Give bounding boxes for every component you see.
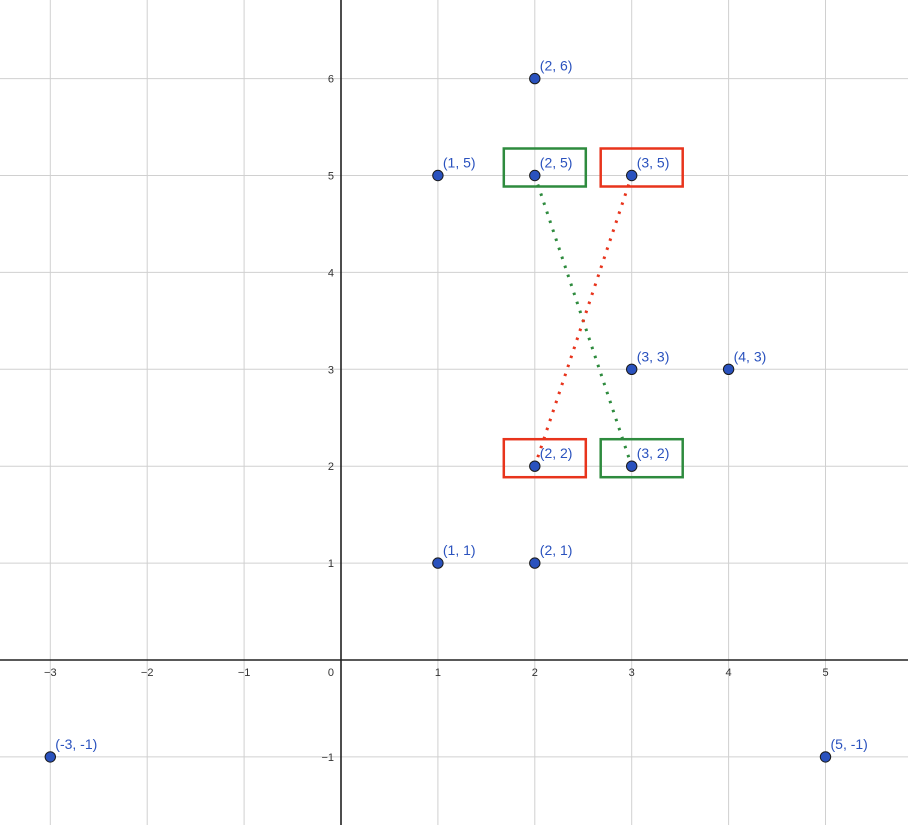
x-tick-label: −2: [141, 667, 154, 679]
data-point: [819, 751, 832, 763]
point-label: (1, 5): [443, 155, 476, 171]
point-label: (5, -1): [831, 736, 868, 752]
x-tick-label: 3: [629, 667, 635, 679]
origin-label: 0: [328, 667, 334, 679]
y-tick-label: 2: [328, 461, 334, 473]
highlight-box: [599, 147, 684, 188]
dotted-segment: [533, 175, 634, 467]
y-tick-label: 4: [328, 267, 334, 279]
data-point: [626, 363, 638, 375]
y-tick-label: −1: [321, 752, 334, 764]
highlight-box: [502, 437, 588, 479]
data-points: (2, 6) (1, 5) (2, 5) (3, 5) (3, 3) (4, 3) (2, …: [44, 58, 868, 763]
y-tick-label: 6: [328, 74, 334, 86]
highlight-boxes: [502, 147, 684, 479]
x-tick-label: −3: [44, 667, 57, 679]
data-point: [44, 751, 56, 763]
point-label: (2, 2): [540, 445, 573, 461]
point-label: (1, 1): [443, 542, 476, 558]
data-point: [529, 557, 541, 569]
data-point: [529, 460, 541, 472]
data-point: [529, 72, 541, 85]
highlight-box: [502, 147, 588, 188]
point-label: (3, 5): [637, 155, 670, 171]
x-tick-label: 1: [435, 667, 441, 679]
x-tick-label: 5: [822, 667, 828, 679]
point-label: (3, 3): [637, 348, 670, 364]
x-tick-label: 4: [726, 667, 732, 679]
point-label: (4, 3): [734, 348, 767, 364]
highlight-box: [599, 437, 684, 479]
tick-labels: −3 −2 −1 1 2 3 4 5 −1 1 2 3 4 5 6 0: [44, 74, 829, 764]
data-point: [432, 169, 444, 182]
point-label: (2, 1): [540, 542, 573, 558]
x-tick-label: 2: [532, 667, 538, 679]
y-tick-label: 1: [328, 558, 334, 570]
data-point: [722, 363, 735, 375]
dotted-segments: [533, 175, 634, 467]
point-label: (3, 2): [637, 445, 670, 461]
y-tick-label: 5: [328, 171, 334, 183]
y-tick-label: 3: [328, 364, 334, 376]
data-point: [432, 557, 444, 569]
point-label: (-3, -1): [55, 736, 97, 752]
data-point: [626, 169, 638, 182]
data-point: [626, 460, 638, 472]
data-point: [529, 169, 541, 182]
point-label: (2, 5): [540, 155, 573, 171]
point-label: (2, 6): [540, 58, 573, 74]
x-tick-label: −1: [238, 667, 251, 679]
